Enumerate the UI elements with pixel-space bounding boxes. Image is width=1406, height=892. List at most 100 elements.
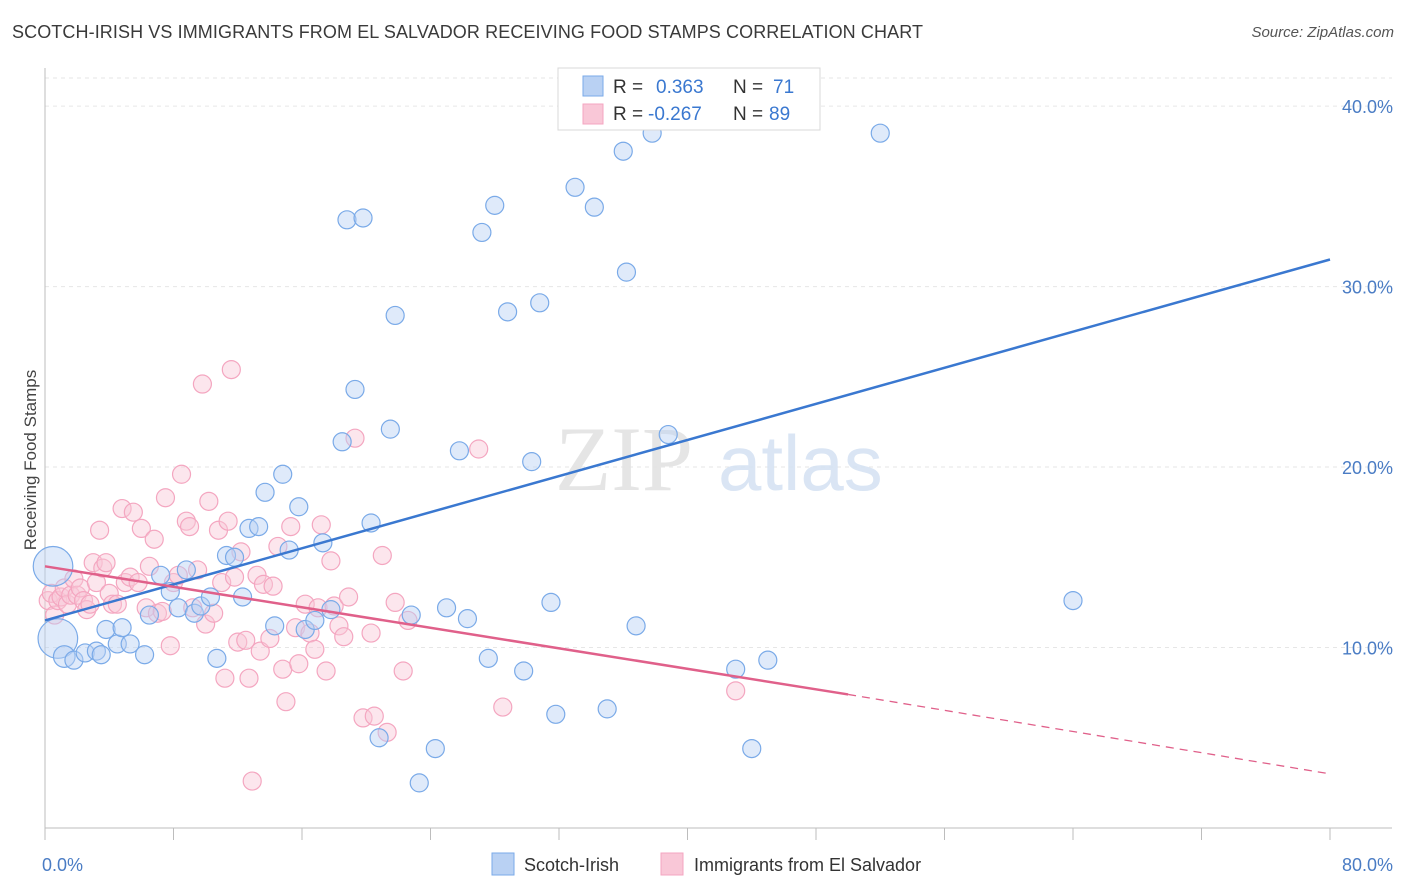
el-salvador-point-88: [469, 439, 489, 459]
scotch-irish-point-26: [255, 482, 275, 502]
el-salvador-point-83: [372, 545, 392, 566]
el-salvador-point-70: [305, 639, 325, 659]
scotch-irish-point-50: [478, 648, 498, 668]
scotch-irish-point-42: [385, 305, 405, 326]
scotch-irish-point-30: [289, 497, 309, 517]
scotch-irish-point-57: [546, 704, 566, 724]
bottom-legend: Scotch-Irish Immigrants from El Salvador: [491, 852, 921, 876]
el-salvador-point-41: [187, 560, 208, 580]
legend-swatch-blue: [582, 75, 604, 97]
series-immigrants-el-salvador: [38, 359, 746, 791]
scotch-irish-point-0: [32, 545, 74, 587]
scotch-irish-point-35: [332, 432, 352, 452]
watermark: ZIP atlas: [555, 408, 883, 510]
el-salvador-point-63: [273, 659, 293, 679]
scotch-irish-point-38: [353, 208, 373, 228]
scotch-irish-point-49: [472, 222, 492, 243]
el-salvador-point-27: [131, 518, 151, 539]
scotch-irish-point-24: [239, 518, 259, 539]
grid-lines: [45, 77, 1392, 649]
el-salvador-point-90: [726, 681, 746, 701]
el-salvador-point-59: [253, 574, 274, 594]
bottom-legend-label-scotch-irish: Scotch-Irish: [524, 855, 619, 875]
el-salvador-point-86: [393, 661, 413, 681]
trend-line-el-salvador: [44, 565, 849, 696]
scotch-irish-point-45: [425, 738, 445, 759]
scotch-irish-point-56: [541, 592, 561, 613]
el-salvador-point-48: [215, 668, 235, 688]
el-salvador-point-33: [155, 488, 176, 508]
el-salvador-point-38: [176, 511, 196, 531]
scotch-irish-point-61: [613, 141, 633, 161]
scotch-irish-point-48: [457, 609, 478, 629]
y-tick-label-1: 20.0%: [1342, 458, 1393, 478]
el-salvador-point-50: [221, 359, 241, 380]
scotch-irish-point-58: [565, 177, 585, 197]
scotch-irish-point-34: [321, 600, 341, 620]
el-salvador-point-55: [239, 668, 259, 688]
source-credit: Source: ZipAtlas.com: [1251, 24, 1394, 41]
el-salvador-point-51: [224, 567, 245, 587]
legend-r-label-2: R =: [613, 104, 643, 125]
series-scotch-irish: [32, 123, 1083, 793]
el-salvador-point-81: [361, 623, 381, 643]
el-salvador-point-60: [260, 628, 280, 649]
scotch-irish-point-20: [207, 648, 227, 668]
scotch-irish-point-7: [96, 619, 116, 640]
scotch-irish-point-43: [401, 605, 421, 625]
el-salvador-point-61: [263, 576, 283, 596]
legend-swatch-pink: [582, 103, 604, 125]
el-salvador-point-52: [228, 632, 248, 652]
scotch-irish-point-27: [265, 616, 285, 636]
bottom-legend-label-el-salvador: Immigrants from El Salvador: [694, 855, 921, 875]
scotch-irish-point-10: [120, 634, 140, 654]
legend-r-value-2: -0.267: [648, 104, 702, 125]
legend-n-label-2: N =: [733, 104, 763, 125]
scotch-irish-point-47: [449, 441, 470, 461]
legend-n-label-1: N =: [733, 77, 763, 98]
el-salvador-point-17: [93, 558, 113, 578]
scotch-irish-point-3: [64, 650, 84, 670]
el-salvador-point-22: [112, 498, 132, 519]
scotch-irish-point-41: [380, 419, 400, 439]
scotch-irish-point-12: [139, 605, 160, 625]
scotch-irish-point-40: [369, 728, 389, 748]
y-axis-label: Receiving Food Stamps: [21, 370, 40, 550]
el-salvador-point-89: [493, 697, 513, 717]
el-salvador-point-65: [281, 517, 301, 537]
scotch-irish-point-67: [742, 738, 762, 759]
el-salvador-point-73: [316, 661, 336, 681]
el-salvador-point-66: [285, 618, 306, 638]
el-salvador-point-72: [311, 515, 331, 535]
axes: [44, 68, 1392, 840]
scotch-irish-point-22: [224, 547, 245, 567]
trend-line-el-salvador-extension: [848, 693, 1331, 775]
el-salvador-point-53: [231, 542, 251, 562]
scotch-irish-point-59: [584, 197, 604, 217]
el-salvador-point-16: [90, 520, 110, 540]
el-salvador-point-79: [345, 428, 365, 448]
x-tick-labels: 0.0% 80.0%: [42, 855, 1393, 875]
el-salvador-point-7: [61, 585, 81, 605]
scotch-irish-point-63: [626, 616, 646, 636]
scotch-irish-point-1: [37, 618, 79, 659]
scotch-irish-point-32: [305, 610, 325, 631]
scotch-irish-point-36: [337, 210, 357, 230]
scotch-irish-point-46: [436, 598, 457, 618]
el-salvador-point-30: [144, 529, 164, 549]
legend-n-value-2: 89: [769, 104, 790, 125]
bottom-legend-swatch-pink: [660, 852, 684, 876]
el-salvador-point-77: [334, 627, 354, 647]
chart-title: SCOTCH-IRISH VS IMMIGRANTS FROM EL SALVA…: [12, 22, 924, 42]
el-salvador-point-49: [218, 511, 238, 531]
el-salvador-point-76: [329, 616, 349, 636]
legend-n-value-1: 71: [773, 77, 794, 98]
x-tick-label-left: 0.0%: [42, 855, 83, 875]
scotch-irish-point-16: [176, 560, 196, 580]
scotch-irish-point-55: [530, 293, 550, 313]
el-salvador-point-74: [321, 551, 341, 571]
x-tick-label-right: 80.0%: [1342, 855, 1393, 875]
scotch-irish-point-44: [409, 773, 429, 793]
legend-r-value-1: 0.363: [656, 77, 704, 98]
